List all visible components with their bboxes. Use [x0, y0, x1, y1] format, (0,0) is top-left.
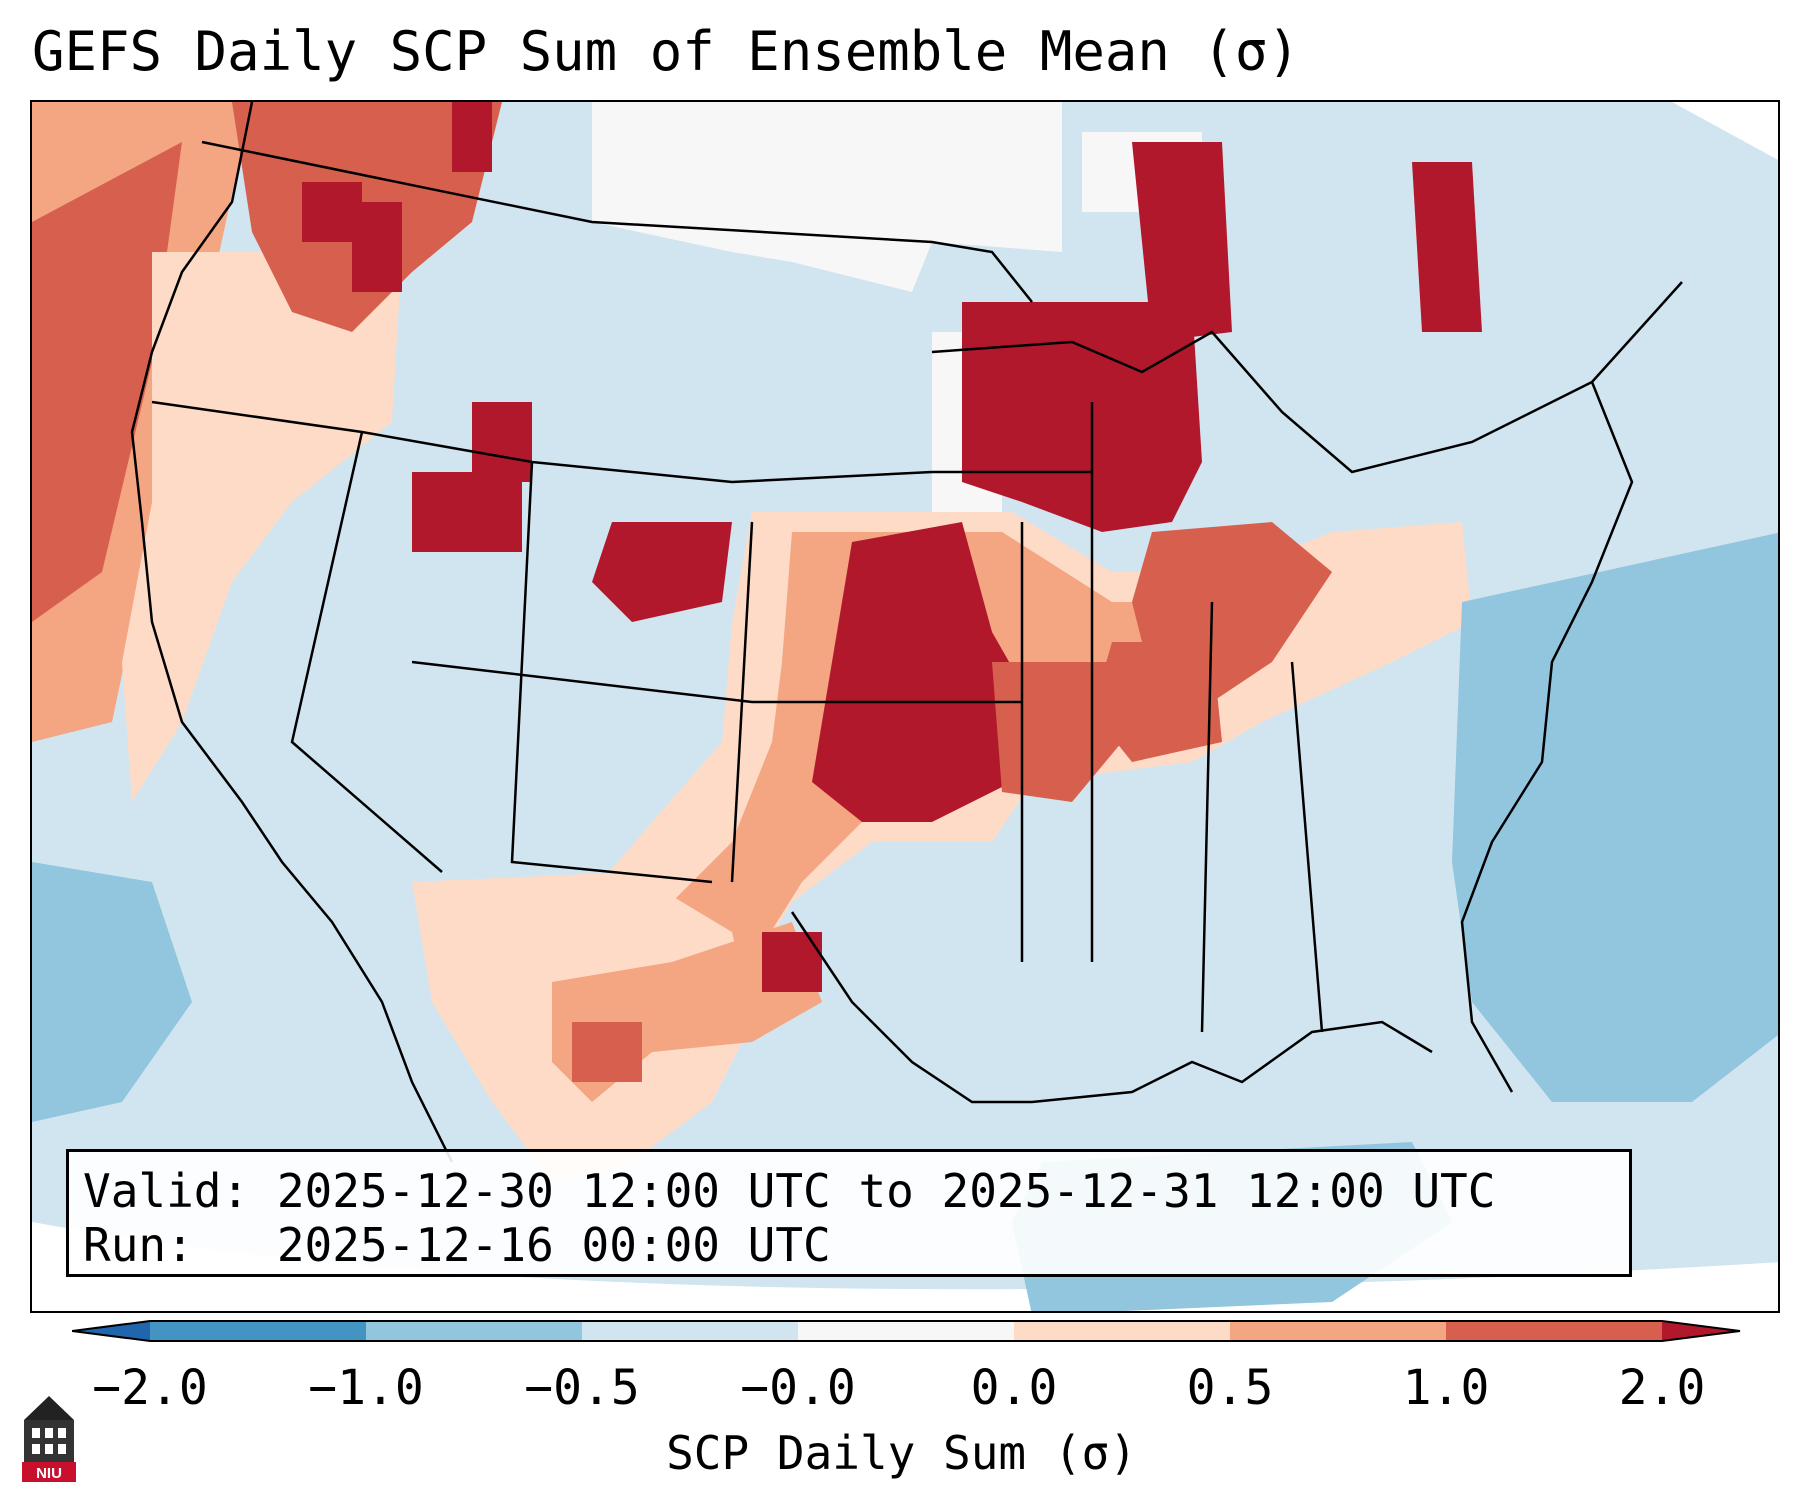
- boundary-great-lakes: [931, 281, 1683, 474]
- region-montana-red: [472, 402, 532, 482]
- region-pacific-offshore-core: [32, 142, 182, 622]
- colorbar-extend-low: [72, 1321, 150, 1341]
- region-idaho-red: [412, 472, 522, 552]
- colorbar-tick-label: 0.5: [1186, 1360, 1274, 1416]
- region-quebec-red: [1412, 162, 1482, 332]
- boundary-row-1: [151, 400, 1092, 484]
- colorbar-outline: [72, 1320, 1741, 1342]
- colorbar-tick-label: −2.0: [92, 1360, 208, 1416]
- region-texas-red: [762, 932, 822, 992]
- colorbar-bin-5: [1014, 1321, 1230, 1341]
- colorbar-bin-7: [1446, 1321, 1662, 1341]
- boundary-east-coast: [1460, 381, 1634, 1093]
- boundary-arizona-nm: [510, 461, 713, 884]
- region-pnw-red-2: [352, 202, 402, 292]
- colorbar-bin-2: [366, 1321, 582, 1341]
- region-kansas-oklahoma: [812, 522, 1032, 822]
- colorbar-tick-label: 0.0: [970, 1360, 1058, 1416]
- projection-edge-top: [1672, 102, 1778, 160]
- page-title: GEFS Daily SCP Sum of Ensemble Mean (σ): [32, 20, 1300, 83]
- boundary-canada-border: [201, 140, 1033, 303]
- region-ontario-red: [1132, 142, 1232, 342]
- logo-text: NIU: [36, 1465, 62, 1482]
- boundary-georgia: [1290, 661, 1324, 1033]
- colorbar-tick-label: −0.5: [524, 1360, 640, 1416]
- region-upper-midwest: [962, 302, 1202, 532]
- region-eastern-pacific: [32, 862, 192, 1122]
- region-indiana: [1092, 642, 1222, 762]
- region-pnw-red-3: [452, 102, 492, 172]
- boundary-nevada: [290, 431, 443, 873]
- boundary-nm-tx: [730, 521, 754, 883]
- region-nebraska-red: [592, 522, 732, 622]
- region-west-coast: [122, 252, 402, 802]
- colorbar-tick-label: 2.0: [1618, 1360, 1706, 1416]
- colorbar-tick-label: 1.0: [1402, 1360, 1490, 1416]
- niu-logo-icon: NIU: [22, 1396, 76, 1482]
- colorbar-bin-1: [150, 1321, 366, 1341]
- region-canada-white: [592, 102, 1062, 292]
- colorbar-tick-label: −0.0: [740, 1360, 856, 1416]
- valid-time-line: Valid: 2025-12-30 12:00 UTC to 2025-12-3…: [83, 1164, 1496, 1218]
- run-time-line: Run: 2025-12-16 00:00 UTC: [83, 1218, 831, 1272]
- boundary-row-2: [411, 660, 1022, 704]
- map-svg: [32, 102, 1778, 1311]
- boundary-west-coast: [130, 102, 454, 1163]
- region-missouri: [992, 662, 1122, 802]
- boundary-alabama: [1200, 601, 1214, 1033]
- colorbar: [72, 1320, 1741, 1342]
- map-panel[interactable]: [30, 100, 1780, 1313]
- colorbar-bin-4: [798, 1321, 1014, 1341]
- colorbar-tick-label: −1.0: [308, 1360, 424, 1416]
- boundary-gulf-coast: [790, 911, 1433, 1104]
- region-western-atlantic: [1452, 532, 1778, 1102]
- boundaries: [130, 102, 1683, 1163]
- colorbar-bin-6: [1230, 1321, 1446, 1341]
- colorbar-bin-3: [582, 1321, 798, 1341]
- colorbar-extend-high: [1662, 1321, 1740, 1341]
- colorbar-label: SCP Daily Sum (σ): [666, 1426, 1137, 1480]
- validity-info-box: Valid: 2025-12-30 12:00 UTC to 2025-12-3…: [66, 1149, 1632, 1277]
- region-mexico-red: [572, 1022, 642, 1082]
